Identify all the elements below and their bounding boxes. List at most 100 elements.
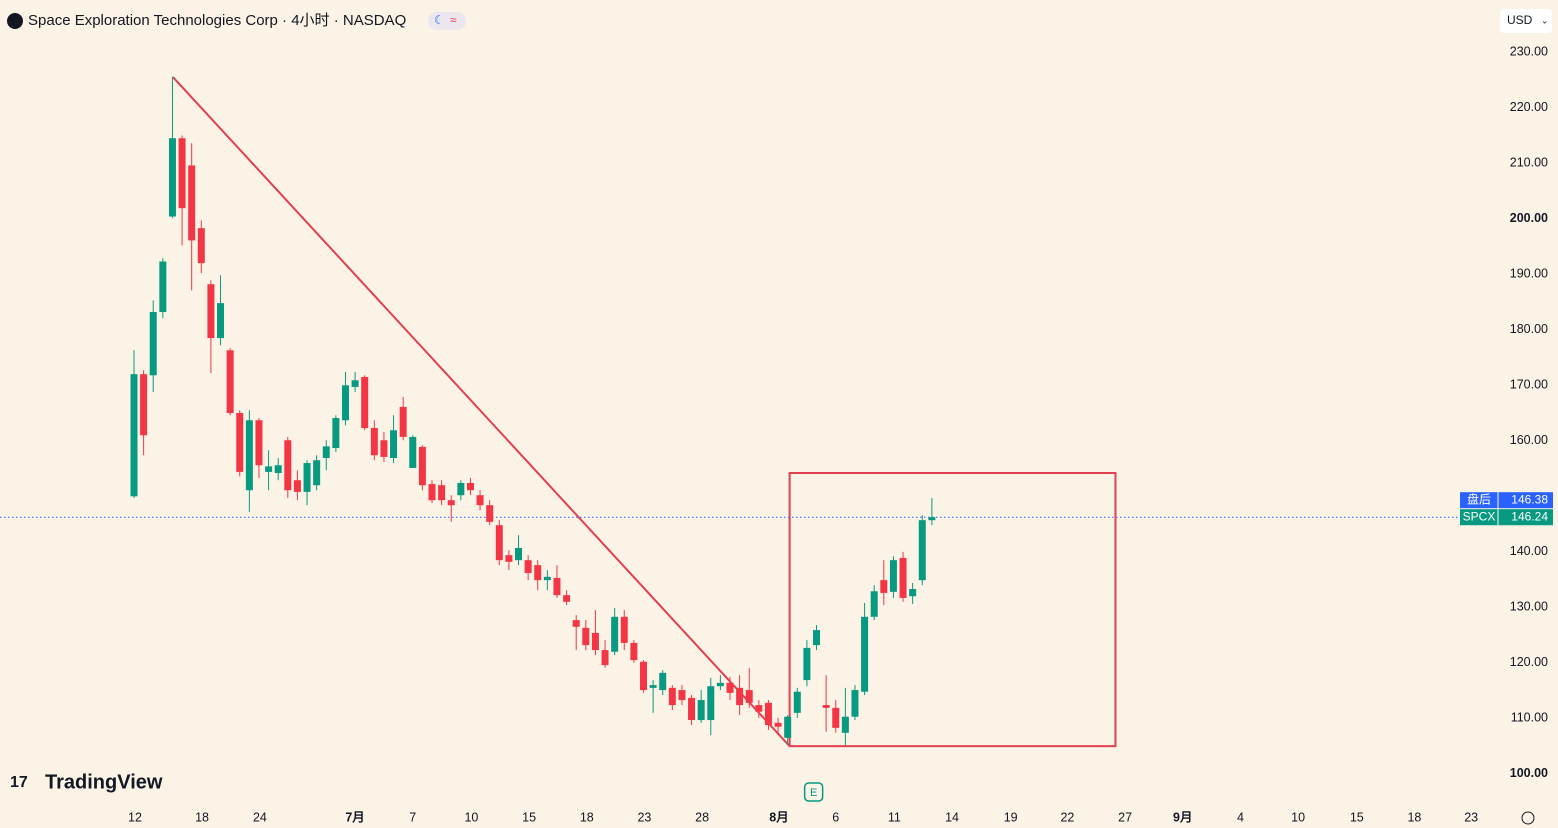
candle-body: [380, 440, 388, 457]
y-tick-label: 110.00: [1511, 711, 1548, 725]
currency-label[interactable]: USD: [1507, 13, 1533, 27]
candle-body: [168, 138, 176, 217]
candle-body: [226, 350, 234, 414]
session-icon: ☾: [434, 13, 445, 27]
candle-body: [390, 430, 398, 459]
x-tick-label: 18: [580, 810, 594, 824]
chart-title: Space Exploration Technologies Corp · 4小…: [28, 12, 406, 29]
candle-body: [553, 577, 561, 596]
event-marker-label: E: [810, 787, 817, 799]
x-tick-label: 8月: [769, 810, 788, 824]
candle-body: [909, 589, 917, 597]
candle-body: [582, 627, 590, 646]
trendline: [172, 76, 791, 747]
candle-body: [130, 374, 138, 497]
x-tick-label: 23: [1464, 810, 1478, 824]
candle-body: [361, 376, 369, 429]
candle-body: [399, 406, 407, 437]
candle-body: [313, 460, 321, 486]
candle-body: [822, 705, 830, 708]
candle-body: [918, 520, 926, 581]
candle-body: [265, 466, 273, 472]
x-tick-label: 7: [409, 810, 416, 824]
candle-body: [697, 700, 705, 721]
x-tick-label: 23: [637, 810, 651, 824]
y-tick-label: 160.00: [1510, 433, 1548, 447]
candle-body: [303, 463, 311, 492]
candle-body: [620, 616, 628, 643]
candle-body: [764, 702, 772, 726]
symbol-logo: [7, 13, 23, 29]
candle-body: [870, 591, 878, 617]
candle-body: [245, 420, 253, 491]
candle-body: [755, 705, 763, 712]
candle-body: [418, 446, 426, 486]
currency-caret[interactable]: ⌄: [1541, 15, 1549, 25]
x-tick-label: 9月: [1173, 810, 1192, 824]
x-tick-label: 12: [128, 810, 142, 824]
session-icon: ≈: [450, 13, 457, 27]
candle-body: [284, 440, 292, 491]
candle-body: [649, 685, 657, 688]
candle-body: [832, 707, 840, 728]
candle-body: [803, 647, 811, 681]
candle-body: [515, 547, 523, 561]
x-tick-label: 4: [1237, 810, 1244, 824]
candle-body: [601, 650, 609, 666]
y-tick-label: 100.00: [1510, 766, 1548, 780]
x-tick-label: 7月: [345, 810, 364, 824]
y-tick-label: 120.00: [1510, 655, 1548, 669]
candle-body: [486, 505, 494, 522]
candle-body: [563, 595, 571, 602]
candle-body: [207, 284, 215, 339]
candle-body: [639, 661, 647, 691]
candle-body: [197, 228, 205, 264]
x-tick-label: 15: [522, 810, 536, 824]
brand-mark: 17: [10, 774, 28, 791]
candle-body: [774, 722, 782, 727]
candle-body: [793, 691, 801, 713]
x-tick-label: 14: [945, 810, 959, 824]
candle-body: [370, 428, 378, 456]
candle-body: [726, 682, 734, 693]
x-tick-label: 10: [1291, 810, 1305, 824]
candle-body: [505, 555, 513, 562]
candle-body: [495, 525, 503, 561]
y-tick-label: 140.00: [1510, 544, 1548, 558]
y-tick-label: 180.00: [1510, 322, 1548, 336]
settings-icon[interactable]: [1521, 811, 1535, 825]
y-tick-label: 230.00: [1510, 44, 1548, 58]
y-tick-label: 170.00: [1510, 378, 1548, 392]
price-label-name: SPCX: [1463, 509, 1496, 523]
candle-body: [149, 312, 157, 376]
x-tick-label: 18: [195, 810, 209, 824]
price-label-value: 146.38: [1511, 492, 1548, 506]
price-label-box: [1460, 509, 1553, 526]
candle-body: [678, 690, 686, 701]
candle-body: [332, 418, 340, 449]
price-label-value: 146.24: [1511, 509, 1548, 523]
candle-body: [140, 374, 148, 436]
x-tick-label: 28: [695, 810, 709, 824]
y-tick-label: 200.00: [1510, 211, 1548, 225]
box-drawing: [788, 472, 1117, 748]
session-badge: [428, 12, 466, 30]
price-label-name: 盘后: [1467, 491, 1491, 506]
candle-body: [841, 716, 849, 733]
x-tick-label: 11: [888, 810, 901, 824]
candle-body: [659, 672, 667, 691]
candle-body: [630, 642, 638, 661]
candle-body: [889, 560, 897, 592]
x-tick-label: 6: [832, 810, 839, 824]
candle-body: [784, 716, 792, 738]
currency-button[interactable]: [1500, 9, 1552, 33]
candle-body: [745, 690, 753, 703]
candle-body: [851, 690, 859, 717]
brand-name: TradingView: [45, 771, 163, 793]
candle-body: [716, 682, 724, 687]
candle-body: [534, 565, 542, 581]
candle-body: [899, 557, 907, 598]
